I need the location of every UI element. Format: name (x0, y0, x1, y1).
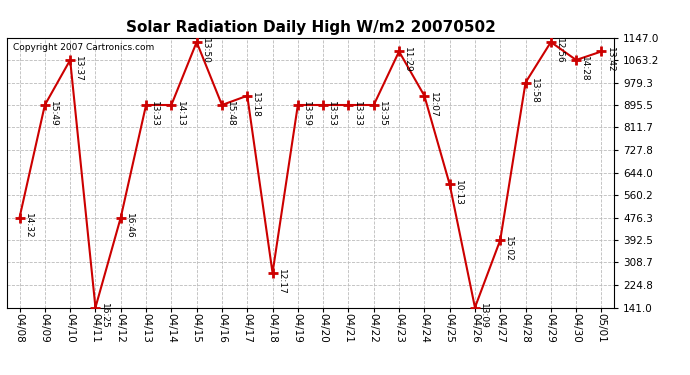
Text: 11:29: 11:29 (403, 47, 412, 73)
Text: 15:48: 15:48 (226, 101, 235, 127)
Text: 16:25: 16:25 (99, 303, 108, 329)
Text: 13:50: 13:50 (201, 38, 210, 64)
Text: 13:33: 13:33 (353, 101, 362, 127)
Text: 13:18: 13:18 (251, 92, 260, 117)
Text: 13:42: 13:42 (606, 47, 615, 73)
Text: 12:07: 12:07 (428, 92, 437, 117)
Text: 16:46: 16:46 (125, 213, 134, 239)
Text: 13:58: 13:58 (530, 78, 539, 104)
Text: 14:32: 14:32 (23, 213, 32, 239)
Text: 10:13: 10:13 (454, 180, 463, 206)
Text: 13:59: 13:59 (302, 101, 311, 127)
Text: 13:53: 13:53 (327, 101, 336, 127)
Text: 15:49: 15:49 (49, 101, 58, 127)
Text: 12:17: 12:17 (277, 269, 286, 294)
Text: 12:56: 12:56 (555, 38, 564, 64)
Text: 13:35: 13:35 (378, 101, 387, 127)
Text: 13:37: 13:37 (75, 56, 83, 82)
Title: Solar Radiation Daily High W/m2 20070502: Solar Radiation Daily High W/m2 20070502 (126, 20, 495, 35)
Text: 14:13: 14:13 (175, 101, 184, 127)
Text: 14:28: 14:28 (580, 56, 589, 81)
Text: 13:33: 13:33 (150, 101, 159, 127)
Text: 13:09: 13:09 (479, 303, 488, 329)
Text: Copyright 2007 Cartronics.com: Copyright 2007 Cartronics.com (13, 43, 155, 52)
Text: 15:02: 15:02 (504, 236, 513, 262)
